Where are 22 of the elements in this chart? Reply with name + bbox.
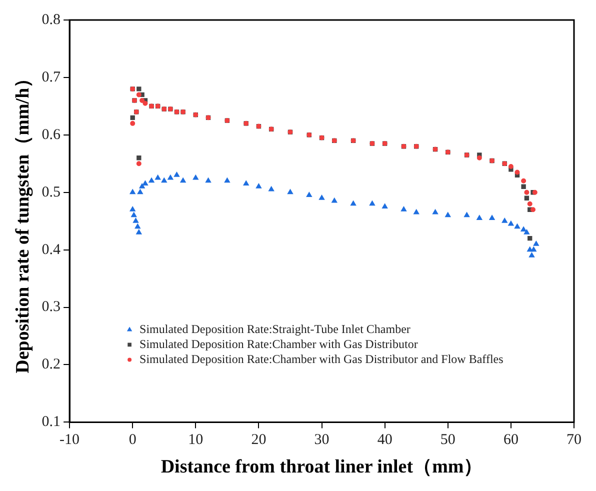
x-tick-label: 20: [251, 432, 266, 448]
y-tick-label: 0.4: [42, 242, 62, 258]
y-axis-title: Deposition rate of tungsten（mm/h）: [12, 68, 34, 374]
x-tick-label: 60: [503, 432, 518, 448]
y-tick-label: 0.2: [42, 356, 61, 373]
legend-label: Simulated Deposition Rate:Chamber with Gas Distributor: [140, 336, 418, 351]
y-tick-label: 0.7: [42, 69, 62, 86]
x-tick-label: 30: [314, 432, 330, 448]
x-tick-label: 10: [188, 432, 204, 448]
legend-label: Simulated Deposition Rate:Chamber with Gas Distributor and Flow Baffles: [140, 352, 504, 366]
x-axis-title: Distance from throat liner inlet（mm）: [160, 456, 483, 478]
y-tick-label: 0.3: [42, 299, 61, 316]
y-tick-label: 0.1: [42, 414, 61, 430]
y-tick-label: 0.8: [42, 12, 61, 28]
y-tick-label: 0.6: [42, 126, 62, 143]
x-tick-label: 0: [128, 432, 136, 448]
x-tick-label: 70: [566, 432, 582, 448]
x-tick-label: -10: [60, 432, 80, 448]
x-tick-label: 50: [440, 432, 456, 448]
legend-label: Simulated Deposition Rate:Straight-Tube Inlet Chamber: [140, 322, 410, 336]
x-tick-label: 40: [377, 432, 392, 448]
y-tick-label: 0.5: [42, 184, 61, 200]
